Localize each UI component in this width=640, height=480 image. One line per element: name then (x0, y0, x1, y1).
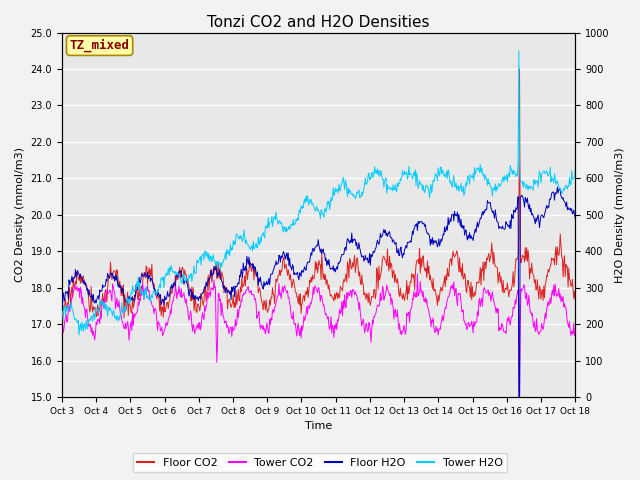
Text: TZ_mixed: TZ_mixed (70, 39, 130, 52)
Legend: Floor CO2, Tower CO2, Floor H2O, Tower H2O: Floor CO2, Tower CO2, Floor H2O, Tower H… (133, 453, 507, 472)
X-axis label: Time: Time (305, 421, 332, 432)
Title: Tonzi CO2 and H2O Densities: Tonzi CO2 and H2O Densities (207, 15, 430, 30)
Y-axis label: CO2 Density (mmol/m3): CO2 Density (mmol/m3) (15, 147, 25, 282)
Y-axis label: H2O Density (mmol/m3): H2O Density (mmol/m3) (615, 147, 625, 283)
